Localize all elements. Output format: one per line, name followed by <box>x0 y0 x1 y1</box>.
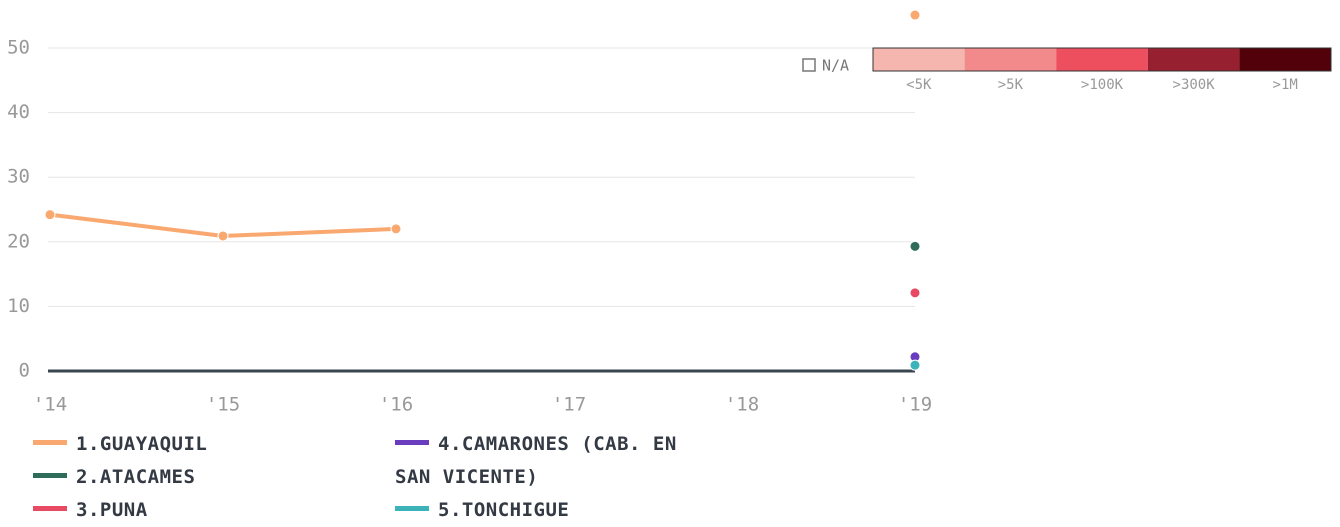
legend-swatch <box>395 506 429 511</box>
data-point <box>909 240 921 252</box>
legend-swatch <box>33 440 67 445</box>
data-point <box>217 230 229 242</box>
legend-label: 5.TONCHIGUE <box>438 499 570 521</box>
scale-border <box>872 47 1332 72</box>
y-tick-label: 20 <box>7 230 30 252</box>
scale-label: >1M <box>1273 77 1298 93</box>
legend-swatch <box>33 473 67 478</box>
legend-label: 4.CAMARONES (CAB. EN SAN VICENTE) <box>395 433 677 488</box>
scale-swatch <box>964 48 1057 71</box>
legend-swatch <box>33 506 67 511</box>
legend-item: 3.PUNA <box>33 494 343 527</box>
legend-item: 4.CAMARONES (CAB. EN SAN VICENTE) <box>395 428 705 494</box>
chart: 0 10 20 30 40 50 '14 '15 '16 '17 '18 '19 N/A <5K >5K >1… <box>7 9 1332 416</box>
legend-item: 1.GUAYAQUIL <box>33 428 343 461</box>
scale-label: >100K <box>1081 77 1124 93</box>
y-tick-label: 40 <box>7 101 30 123</box>
na-box <box>802 58 816 72</box>
legend-label: 1.GUAYAQUIL <box>76 433 208 455</box>
data-point <box>44 209 56 221</box>
scale-label: >300K <box>1173 77 1216 93</box>
x-tick-label: '15 <box>206 394 240 416</box>
data-point <box>909 287 921 299</box>
x-tick-label: '17 <box>552 394 586 416</box>
x-tick-label: '18 <box>725 394 759 416</box>
legend-item: 5.TONCHIGUE <box>395 494 705 527</box>
legend-label: 2.ATACAMES <box>76 466 196 488</box>
y-tick-label: 0 <box>19 360 30 382</box>
y-tick-label: 30 <box>7 166 30 188</box>
scale-swatch <box>1056 48 1148 71</box>
x-tick-label: '14 <box>33 394 67 416</box>
scale-label: <5K <box>906 77 932 93</box>
legend-item: 2.ATACAMES <box>33 461 343 494</box>
na-label: N/A <box>822 57 849 75</box>
scale-swatch <box>873 48 965 71</box>
legend-label: 3.PUNA <box>76 499 148 521</box>
y-tick-label: 10 <box>7 295 30 317</box>
x-tick-label: '19 <box>898 394 932 416</box>
data-point <box>390 223 402 235</box>
x-tick-label: '16 <box>379 394 413 416</box>
data-point <box>909 359 921 371</box>
data-point <box>909 9 921 21</box>
legend-swatch <box>395 440 429 445</box>
scale-swatch <box>1147 48 1240 71</box>
scale-label: >5K <box>998 77 1024 93</box>
y-tick-label: 50 <box>7 37 30 59</box>
scale-swatch <box>1239 48 1331 71</box>
